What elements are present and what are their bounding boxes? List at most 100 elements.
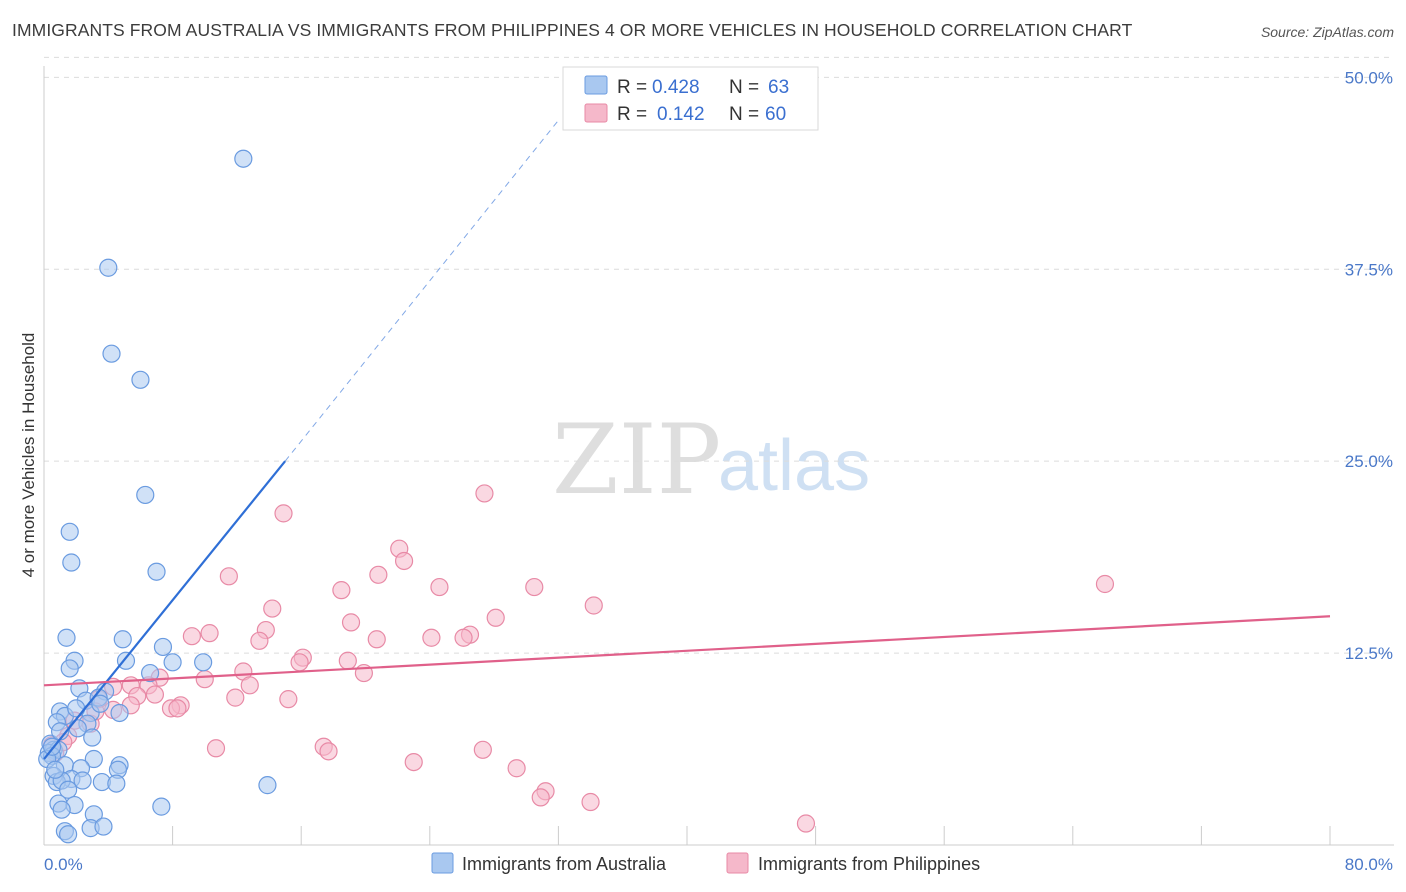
australia-point xyxy=(110,703,129,723)
australia-point xyxy=(147,562,166,581)
philippines-point xyxy=(168,699,187,718)
australia-point xyxy=(52,800,71,819)
philippines-point xyxy=(367,630,386,649)
philippines-point xyxy=(226,688,245,707)
philippines-point xyxy=(454,628,473,647)
australia-point xyxy=(194,653,213,672)
philippines-point xyxy=(531,788,550,807)
australia-point xyxy=(116,651,136,670)
australia-point xyxy=(84,749,103,769)
y-tick-label: 50.0% xyxy=(1345,68,1393,87)
legend-n-value-australia: 63 xyxy=(768,77,789,98)
philippines-point xyxy=(525,577,544,597)
philippines-point xyxy=(332,581,351,600)
philippines-point xyxy=(369,565,388,584)
philippines-point xyxy=(182,627,201,646)
legend-n-value-philippines: 60 xyxy=(765,104,786,125)
australia-point xyxy=(46,760,65,779)
australia-trend-line xyxy=(43,460,286,760)
philippines-point xyxy=(422,628,441,647)
bottom-legend-swatch-philippines xyxy=(726,852,749,874)
australia-point xyxy=(163,653,182,672)
philippines-point xyxy=(404,752,423,772)
australia-point xyxy=(60,522,79,541)
philippines-point xyxy=(475,484,494,503)
watermark-zip: ZIP xyxy=(552,404,721,516)
legend-swatch-philippines xyxy=(584,103,608,123)
y-tick-label: 12.5% xyxy=(1345,644,1393,663)
philippines-point xyxy=(145,685,165,704)
legend-r-value-philippines: 0.142 xyxy=(657,104,705,125)
australia-point xyxy=(102,344,121,363)
bottom-legend: Immigrants from Australia Immigrants fro… xyxy=(431,852,980,874)
philippines-point xyxy=(473,740,492,759)
philippines-point xyxy=(274,504,293,523)
philippines-point xyxy=(290,653,309,672)
philippines-point xyxy=(219,567,238,586)
australia-point xyxy=(59,825,78,844)
legend-r-label-philippines: R = xyxy=(617,104,647,125)
philippines-point xyxy=(507,759,526,778)
trend-lines xyxy=(43,120,1331,760)
philippines-point xyxy=(581,792,600,812)
x-tick-label-max: 80.0% xyxy=(1345,855,1393,874)
legend-r-value-australia: 0.428 xyxy=(652,77,700,98)
legend-n-label-philippines: N = xyxy=(729,104,759,125)
source-label: Source: ZipAtlas.com xyxy=(1260,24,1394,40)
philippines-point xyxy=(200,624,219,643)
y-tick-labels: 12.5% 25.0% 37.5% 50.0% xyxy=(1345,68,1393,663)
watermark-atlas: atlas xyxy=(718,426,870,506)
philippines-point xyxy=(263,599,282,618)
australia-point xyxy=(152,797,171,816)
philippines-point xyxy=(319,742,338,761)
philippines-point xyxy=(279,690,298,709)
philippines-point xyxy=(206,739,226,758)
australia-point xyxy=(113,630,132,649)
philippines-point xyxy=(1095,574,1115,594)
legend-r-label-australia: R = xyxy=(617,77,647,98)
australia-point xyxy=(131,370,150,389)
philippines-point xyxy=(796,814,816,833)
australia-point xyxy=(94,817,113,836)
legend-n-label-australia: N = xyxy=(729,77,759,98)
bottom-legend-australia: Immigrants from Australia xyxy=(462,854,667,874)
australia-point xyxy=(83,728,102,747)
australia-point xyxy=(140,663,160,683)
australia-point xyxy=(258,776,277,795)
australia-point xyxy=(68,719,87,738)
australia-point xyxy=(60,659,79,678)
gridlines xyxy=(44,56,1394,654)
australia-point xyxy=(67,699,86,718)
australia-point xyxy=(99,258,118,277)
philippines-point xyxy=(584,596,603,615)
top-legend: R = 0.428 N = 63 R = 0.142 N = 60 xyxy=(562,66,819,131)
philippines-point xyxy=(250,631,269,650)
philippines-point xyxy=(486,608,505,627)
philippines-point xyxy=(341,613,361,632)
australia-point xyxy=(153,637,173,657)
philippines-point xyxy=(338,651,357,670)
x-tick-labels: 0.0% 80.0% xyxy=(44,855,1393,874)
australia-point xyxy=(57,628,76,647)
chart-title: IMMIGRANTS FROM AUSTRALIA VS IMMIGRANTS … xyxy=(12,20,1133,40)
axes xyxy=(43,66,1394,846)
philippines-point xyxy=(430,577,449,597)
y-tick-label: 37.5% xyxy=(1345,260,1393,279)
australia-point xyxy=(91,694,110,713)
bottom-legend-philippines: Immigrants from Philippines xyxy=(758,854,980,874)
philippines-point xyxy=(240,676,259,695)
x-tick-label-min: 0.0% xyxy=(44,855,83,874)
australia-trend-extension xyxy=(284,120,559,462)
australia-point xyxy=(136,485,155,505)
australia-point xyxy=(62,553,81,572)
philippines-point xyxy=(394,551,414,571)
australia-point xyxy=(73,771,92,790)
australia-point xyxy=(59,780,78,799)
australia-point xyxy=(107,774,126,793)
philippines-trend-line xyxy=(43,615,1331,687)
philippines-point xyxy=(195,670,214,689)
y-axis-label: 4 or more Vehicles in Household xyxy=(19,333,38,578)
australia-point xyxy=(234,149,253,168)
bottom-legend-swatch-australia xyxy=(431,852,454,874)
